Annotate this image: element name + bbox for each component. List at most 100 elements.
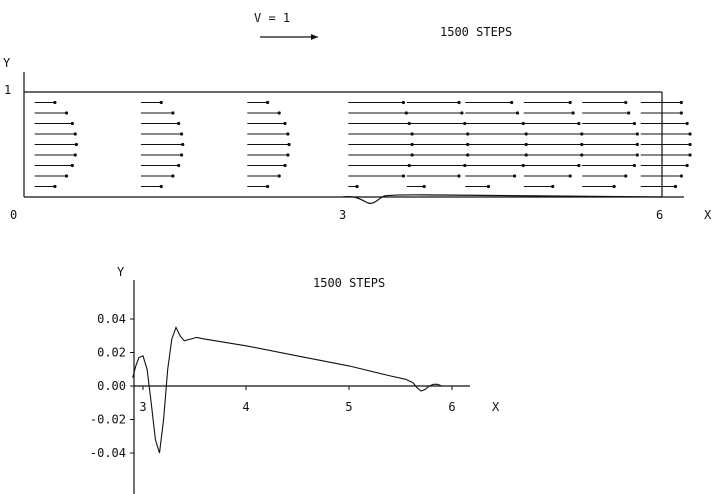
velocity-arrow	[34, 163, 74, 168]
wall-profile	[342, 194, 663, 204]
top-x-axis-label: X	[704, 208, 712, 222]
velocity-arrow	[348, 121, 411, 126]
velocity-arrow	[406, 142, 470, 147]
velocity-arrow	[640, 111, 683, 115]
velocity-arrow	[640, 153, 692, 157]
velocity-arrow	[140, 100, 163, 105]
velocity-arrow	[247, 163, 287, 168]
velocity-arrow	[247, 142, 291, 147]
velocity-arrow	[348, 184, 359, 189]
y-tick-label: 0.00	[97, 379, 126, 393]
velocity-arrow	[523, 132, 584, 136]
velocity-arrow	[34, 153, 77, 157]
x-tick-label: 4	[242, 400, 249, 414]
velocity-arrow	[523, 121, 581, 126]
velocity-arrow	[523, 111, 575, 115]
y-tick-label: 0.02	[97, 346, 126, 360]
velocity-arrow	[582, 142, 639, 147]
velocity-arrow	[406, 111, 464, 115]
velocity-arrow	[465, 111, 520, 115]
velocity-arrow	[640, 184, 678, 189]
velocity-arrow	[140, 184, 163, 189]
x-tick-label: 5	[345, 400, 352, 414]
top-x-tick-3: 3	[339, 208, 346, 222]
y-tick-label: -0.04	[90, 446, 126, 460]
y-tick: -0.02	[90, 413, 134, 427]
velocity-arrow	[640, 132, 692, 136]
velocity-arrow	[465, 163, 525, 168]
velocity-arrow	[406, 100, 461, 105]
velocity-arrows	[34, 100, 692, 189]
x-tick-label: 3	[139, 400, 146, 414]
velocity-arrow	[465, 121, 525, 126]
x-tick: 6	[448, 386, 456, 414]
velocity-arrow	[582, 132, 639, 136]
velocity-arrow	[406, 163, 467, 168]
y-tick: 0.04	[97, 312, 134, 326]
y-tick: -0.04	[90, 446, 134, 460]
velocity-arrow	[640, 174, 683, 178]
profile-series-line	[132, 325, 452, 454]
bottom-y-axis-label: Y	[117, 265, 125, 279]
x-tick-label: 6	[448, 400, 455, 414]
velocity-arrow	[34, 174, 69, 178]
velocity-arrow	[34, 111, 69, 115]
velocity-arrow	[582, 174, 628, 178]
velocity-arrow	[247, 174, 281, 178]
velocity-arrow	[140, 163, 181, 168]
velocity-arrow	[406, 132, 470, 136]
velocity-arrow	[582, 100, 628, 105]
velocity-arrow	[140, 121, 181, 126]
bottom-x-axis-label: X	[492, 400, 500, 414]
velocity-arrow	[247, 153, 290, 157]
legend-arrow-head	[311, 34, 318, 40]
velocity-arrow	[247, 111, 281, 115]
velocity-arrow	[140, 132, 184, 136]
bottom-x-ticks: 3 4 5 6	[139, 386, 456, 414]
velocity-arrow	[582, 111, 631, 115]
velocity-arrow	[140, 153, 184, 157]
y-tick: 0.02	[97, 346, 134, 360]
velocity-arrow	[523, 100, 572, 105]
velocity-arrow	[140, 142, 185, 147]
velocity-arrow	[582, 153, 639, 157]
velocity-arrow	[465, 174, 517, 178]
velocity-arrow	[348, 174, 406, 178]
velocity-arrow	[348, 132, 414, 136]
top-y-axis-label: Y	[3, 56, 11, 70]
velocity-arrow	[406, 184, 426, 189]
velocity-arrow	[406, 174, 461, 178]
top-chart-title: 1500 STEPS	[440, 25, 512, 39]
y-tick: 0.00	[97, 379, 134, 393]
velocity-arrow	[465, 100, 514, 105]
velocity-arrow	[406, 121, 467, 126]
velocity-arrow	[247, 132, 290, 136]
velocity-arrow	[348, 142, 414, 147]
velocity-arrow	[465, 153, 528, 157]
velocity-arrow	[465, 132, 528, 136]
y-tick-label: 0.04	[97, 312, 126, 326]
velocity-arrow	[640, 163, 689, 168]
velocity-arrow	[523, 142, 584, 147]
velocity-arrow	[523, 174, 572, 178]
velocity-arrow	[34, 142, 78, 147]
velocity-arrow	[34, 121, 74, 126]
velocity-arrow	[140, 174, 175, 178]
x-tick: 4	[242, 386, 250, 414]
velocity-arrow	[582, 163, 637, 168]
top-y-tick-1: 1	[4, 83, 11, 97]
velocity-arrow	[406, 153, 470, 157]
velocity-arrow	[465, 142, 528, 147]
velocity-arrow	[34, 100, 57, 105]
velocity-arrow	[465, 184, 491, 189]
bottom-chart-title: 1500 STEPS	[313, 276, 385, 290]
profile-plot-panel: 1500 STEPS Y 0.04 0.02 0.00 -0.02 -0.04 3 4 5 6…	[90, 265, 500, 494]
velocity-arrow	[640, 121, 689, 126]
top-x-tick-6: 6	[656, 208, 663, 222]
legend-arrow-label: V = 1	[254, 11, 290, 25]
x-tick: 5	[345, 386, 353, 414]
velocity-arrow	[247, 121, 287, 126]
velocity-arrow	[247, 100, 270, 105]
velocity-arrow	[348, 153, 414, 157]
